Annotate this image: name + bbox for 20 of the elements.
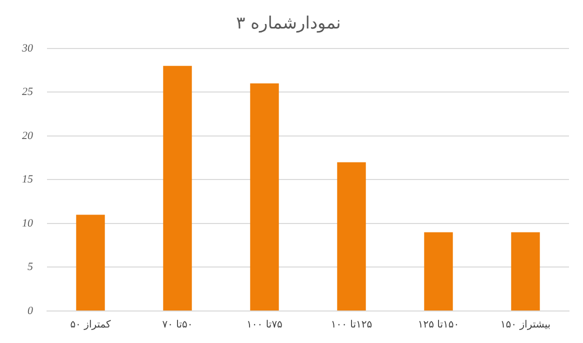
bar <box>250 83 279 310</box>
chart-title: نمودار‌شماره ۳ <box>236 14 341 34</box>
x-tick-label: ۷۵‌تا ۱۰۰ <box>246 320 282 331</box>
bar <box>337 162 366 310</box>
x-tick-label: ۱۵۰‌تا ۱۲۵ <box>418 320 460 331</box>
bar <box>424 232 453 310</box>
x-tick-label: ۱۲۵‌تا ۱۰۰ <box>330 320 372 331</box>
bar <box>511 232 540 310</box>
y-tick-label: 15 <box>22 174 34 186</box>
y-tick-label: 0 <box>28 304 34 317</box>
x-tick-label: ۵۰‌تا ۷۰ <box>162 320 193 331</box>
y-tick-label: 20 <box>22 130 34 142</box>
y-tick-label: 10 <box>22 217 34 230</box>
y-tick-label: 30 <box>21 42 34 54</box>
x-tick-label: بیشتر‌از ۱۵۰ <box>500 320 551 331</box>
x-tick-label: کمتر‌از ۵۰ <box>70 320 112 331</box>
bar <box>163 66 192 310</box>
y-tick-label: 25 <box>22 86 34 98</box>
y-tick-label: 5 <box>28 261 34 274</box>
bar <box>76 214 105 310</box>
